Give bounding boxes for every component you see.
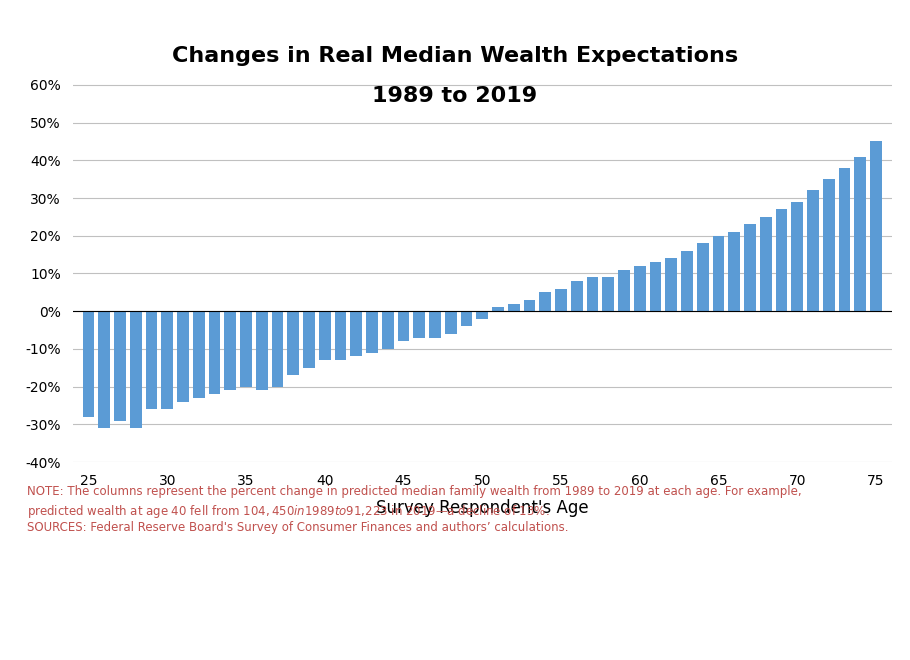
Bar <box>602 277 614 311</box>
Bar <box>555 288 567 311</box>
Bar <box>571 281 582 311</box>
Bar <box>398 311 410 341</box>
Bar <box>460 311 472 326</box>
Text: SOURCES: Federal Reserve Board's Survey of Consumer Finances and authors’ calcul: SOURCES: Federal Reserve Board's Survey … <box>27 521 569 535</box>
Bar <box>492 308 504 311</box>
Bar <box>240 311 252 387</box>
Bar <box>540 292 551 311</box>
Bar <box>413 311 425 337</box>
Text: NOTE: The columns represent the percent change in predicted median family wealth: NOTE: The columns represent the percent … <box>27 485 802 498</box>
Bar <box>350 311 362 356</box>
Bar <box>98 311 110 428</box>
Bar <box>713 236 724 311</box>
Text: Changes in Real Median Wealth Expectations: Changes in Real Median Wealth Expectatio… <box>172 46 738 66</box>
Bar <box>146 311 157 409</box>
Bar <box>256 311 268 390</box>
Bar <box>634 266 646 311</box>
Text: St. Louis: St. Louis <box>191 624 256 640</box>
Text: 1989 to 2019: 1989 to 2019 <box>372 86 538 106</box>
Bar <box>587 277 599 311</box>
X-axis label: Survey Respondent's Age: Survey Respondent's Age <box>376 499 589 517</box>
Bar <box>823 179 834 311</box>
Bar <box>430 311 441 337</box>
Bar <box>665 258 677 311</box>
Bar <box>682 251 693 311</box>
Bar <box>225 311 237 390</box>
Text: Federal Reserve Bank: Federal Reserve Bank <box>18 624 189 640</box>
Text: Federal Reserve Bank: Federal Reserve Bank <box>14 624 185 640</box>
Bar <box>130 311 142 428</box>
Bar <box>161 311 173 409</box>
Bar <box>288 311 299 376</box>
Bar <box>303 311 315 368</box>
Bar <box>318 311 330 360</box>
Bar <box>335 311 347 360</box>
Bar <box>382 311 394 349</box>
Bar <box>477 311 488 319</box>
Bar <box>272 311 283 387</box>
Bar <box>83 311 95 416</box>
Bar <box>366 311 378 352</box>
Bar <box>208 311 220 394</box>
Bar <box>839 168 851 311</box>
Bar <box>807 191 819 311</box>
Bar <box>508 304 520 311</box>
Bar <box>193 311 205 398</box>
Bar <box>744 224 756 311</box>
Bar <box>177 311 189 402</box>
Bar <box>650 262 662 311</box>
Bar <box>775 209 787 311</box>
Bar <box>445 311 457 334</box>
Bar <box>523 300 535 311</box>
Text: of: of <box>168 624 183 640</box>
Bar <box>792 202 804 311</box>
Bar <box>760 217 772 311</box>
Bar <box>697 244 709 311</box>
Bar <box>114 311 126 420</box>
Text: predicted wealth at age 40 fell from $104,450 in 1989 to $91,223 in 2019—a decli: predicted wealth at age 40 fell from $10… <box>27 503 550 520</box>
Bar <box>854 156 866 311</box>
Bar <box>870 141 882 311</box>
Bar <box>728 232 740 311</box>
Text: Federal Reserve Bank: Federal Reserve Bank <box>18 624 189 640</box>
Bar <box>618 270 630 311</box>
